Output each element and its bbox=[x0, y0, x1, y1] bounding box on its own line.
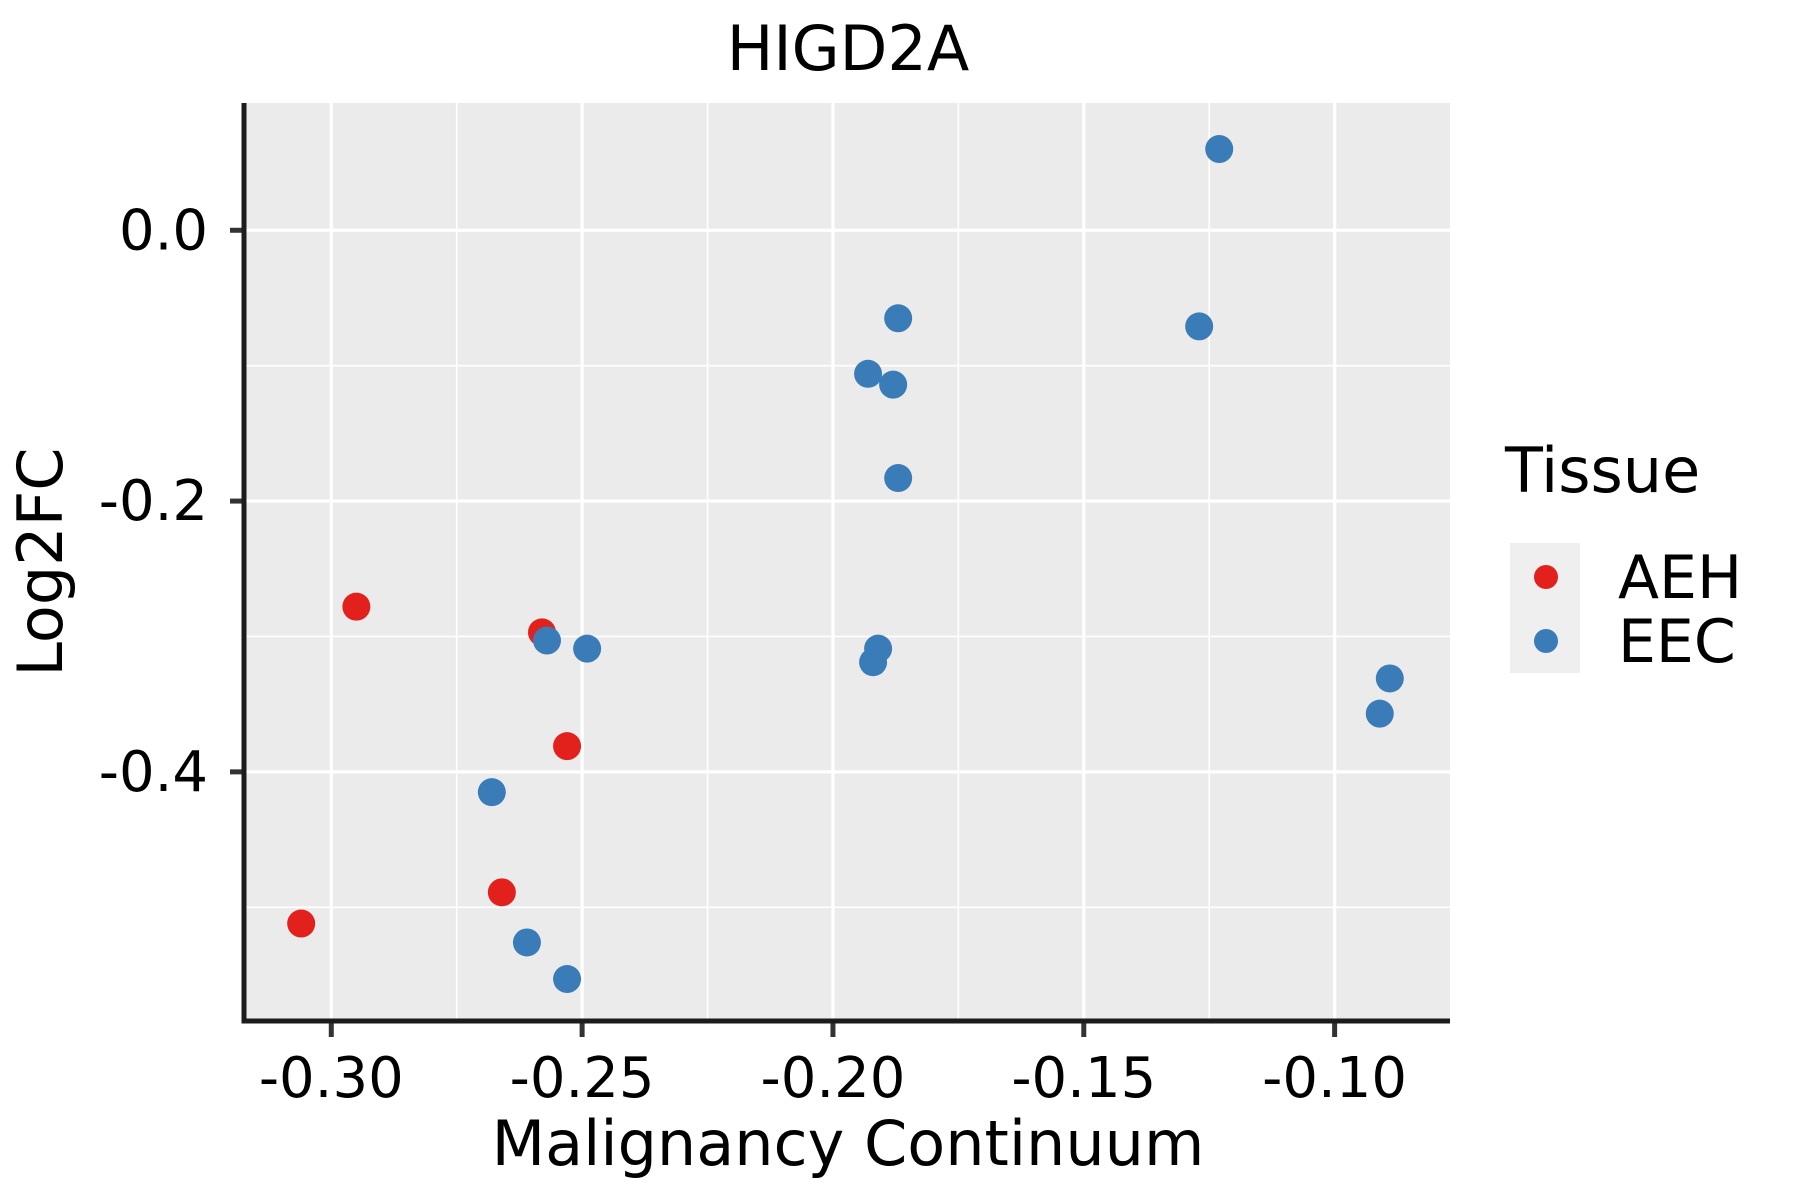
x-tick-label: -0.25 bbox=[510, 1046, 655, 1111]
data-point-eec bbox=[512, 928, 541, 957]
data-point-eec bbox=[854, 359, 883, 388]
data-point-eec bbox=[1205, 135, 1234, 164]
data-point-eec bbox=[1365, 699, 1394, 728]
data-point-eec bbox=[884, 304, 913, 333]
x-axis-label: Malignancy Continuum bbox=[492, 1107, 1205, 1180]
legend: Tissue AEH EEC bbox=[1504, 434, 1742, 677]
legend-dot-eec-icon bbox=[1534, 629, 1558, 653]
data-point-eec bbox=[1375, 664, 1404, 693]
data-point-eec bbox=[879, 370, 908, 399]
legend-dot-aeh-icon bbox=[1534, 565, 1558, 589]
x-tick-label: -0.10 bbox=[1262, 1046, 1407, 1111]
legend-label-aeh: AEH bbox=[1618, 543, 1742, 613]
data-point-eec bbox=[573, 634, 602, 663]
x-tick-label: -0.20 bbox=[760, 1046, 905, 1111]
data-point-eec bbox=[533, 626, 561, 655]
y-tick-label: -0.4 bbox=[99, 740, 208, 805]
data-point-eec bbox=[477, 778, 506, 807]
minor-gridlines bbox=[246, 103, 1450, 1021]
data-point-aeh bbox=[342, 592, 371, 621]
data-points bbox=[287, 135, 1404, 994]
plot-panel bbox=[246, 103, 1450, 1021]
chart-title: HIGD2A bbox=[727, 12, 970, 85]
y-axis-label: Log2FC bbox=[4, 447, 77, 676]
data-point-eec bbox=[859, 648, 888, 677]
x-tick-label: -0.15 bbox=[1011, 1046, 1156, 1111]
data-point-aeh bbox=[553, 732, 582, 761]
data-point-eec bbox=[553, 965, 582, 994]
data-point-eec bbox=[884, 464, 913, 493]
data-point-aeh bbox=[287, 909, 316, 938]
legend-label-eec: EEC bbox=[1618, 607, 1736, 677]
data-point-eec bbox=[1185, 312, 1214, 341]
axis-tick-labels: -0.30 -0.25 -0.20 -0.15 -0.10 0.0 -0.2 -0.4 bbox=[99, 198, 1407, 1111]
x-tick-label: -0.30 bbox=[259, 1046, 404, 1111]
legend-title: Tissue bbox=[1504, 434, 1700, 507]
y-tick-label: -0.2 bbox=[99, 469, 208, 534]
y-tick-label: 0.0 bbox=[119, 198, 208, 263]
data-point-aeh bbox=[487, 878, 516, 907]
major-gridlines bbox=[246, 103, 1450, 1021]
